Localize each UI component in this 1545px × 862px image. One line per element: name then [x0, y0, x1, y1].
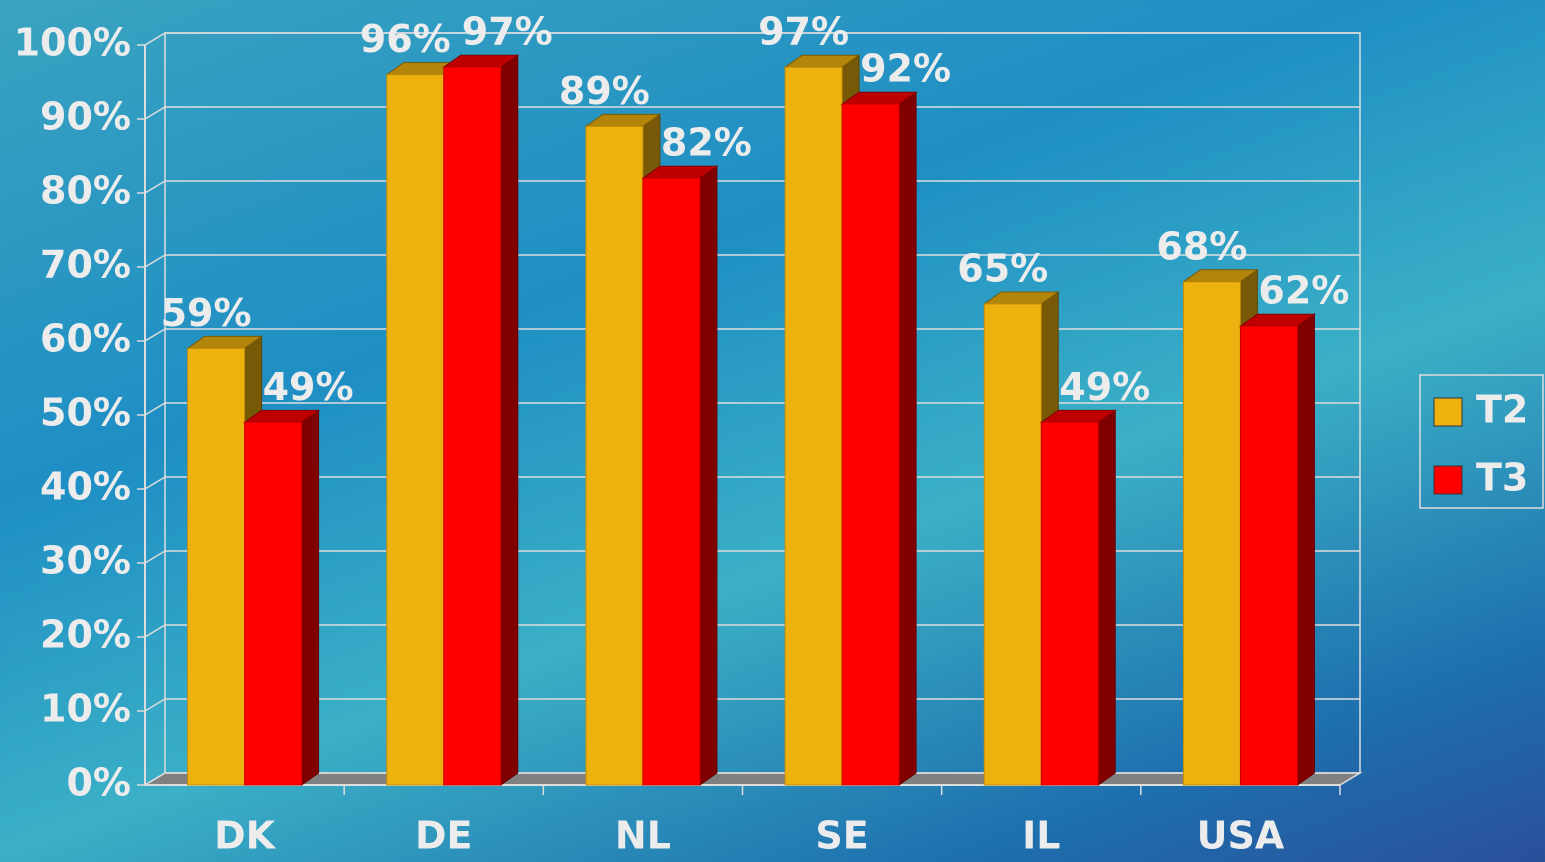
grid-line: [144, 106, 1360, 120]
grid-line: [144, 254, 1360, 268]
bar-front: [244, 421, 303, 786]
bar-front: [443, 66, 502, 786]
value-label: 97%: [758, 10, 849, 54]
x-tick-label: NL: [615, 814, 671, 858]
bar: [1181, 268, 1259, 786]
grid-line: [144, 328, 1360, 342]
y-tick-label: 40%: [40, 465, 131, 509]
value-label: 89%: [559, 69, 650, 113]
value-label: 49%: [263, 365, 354, 409]
bar-front: [1239, 325, 1298, 786]
bar-side: [500, 54, 519, 786]
bar-side: [1097, 409, 1116, 786]
y-tick-label: 90%: [40, 95, 131, 139]
value-label: 96%: [360, 17, 451, 61]
bar: [840, 91, 918, 786]
grid-line: [144, 402, 1360, 416]
bar-front: [642, 177, 701, 786]
value-label: 82%: [661, 121, 752, 165]
value-label: 68%: [1156, 224, 1247, 268]
grid-line: [144, 32, 1360, 46]
bar-front: [1040, 421, 1099, 786]
y-tick-label: 60%: [40, 317, 131, 361]
bar-side: [1296, 313, 1315, 786]
bar-side: [898, 91, 917, 786]
legend-swatch: [1433, 465, 1463, 495]
grid-line: [144, 698, 1360, 712]
grid-line: [144, 624, 1360, 638]
y-tick-label: 20%: [40, 613, 131, 657]
y-tick-label: 50%: [40, 391, 131, 435]
grid-line: [144, 476, 1360, 490]
bar-front: [187, 347, 246, 786]
bar-side: [301, 409, 320, 786]
value-label: 62%: [1258, 269, 1349, 313]
value-label: 49%: [1059, 365, 1150, 409]
y-tick-label: 0%: [66, 761, 131, 805]
x-tick-label: DK: [214, 814, 277, 858]
value-label: 65%: [957, 247, 1048, 291]
y-tick-label: 70%: [40, 243, 131, 287]
bar-front: [841, 103, 900, 786]
x-tick-label: SE: [815, 814, 868, 858]
x-tick-label: USA: [1197, 814, 1285, 858]
bar: [1039, 409, 1117, 786]
value-label: 97%: [462, 10, 553, 54]
bar-front: [386, 74, 445, 786]
legend-box: [1419, 374, 1544, 509]
grid-line: [144, 180, 1360, 194]
floor: [142, 772, 1363, 786]
grid-line: [144, 550, 1360, 564]
x-tick-label: DE: [415, 814, 473, 858]
y-tick-label: 10%: [40, 687, 131, 731]
legend-swatch: [1433, 397, 1463, 427]
value-label: 59%: [161, 291, 252, 335]
y-tick-label: 80%: [40, 169, 131, 213]
bar-front: [1182, 281, 1241, 786]
bar-side: [699, 165, 718, 786]
bar: [442, 54, 520, 786]
bar-front: [784, 66, 843, 786]
bar-front: [983, 303, 1042, 786]
bar: [1238, 313, 1316, 786]
legend-label: T2: [1476, 388, 1528, 432]
bar: [243, 409, 321, 786]
y-tick-label: 30%: [40, 539, 131, 583]
y-tick-label: 100%: [14, 21, 131, 65]
value-label: 92%: [860, 47, 951, 91]
legend-label: T3: [1476, 456, 1528, 500]
bar: [641, 165, 719, 786]
grid-line: [144, 772, 1360, 786]
bar-front: [585, 125, 644, 786]
x-tick-label: IL: [1022, 814, 1060, 858]
